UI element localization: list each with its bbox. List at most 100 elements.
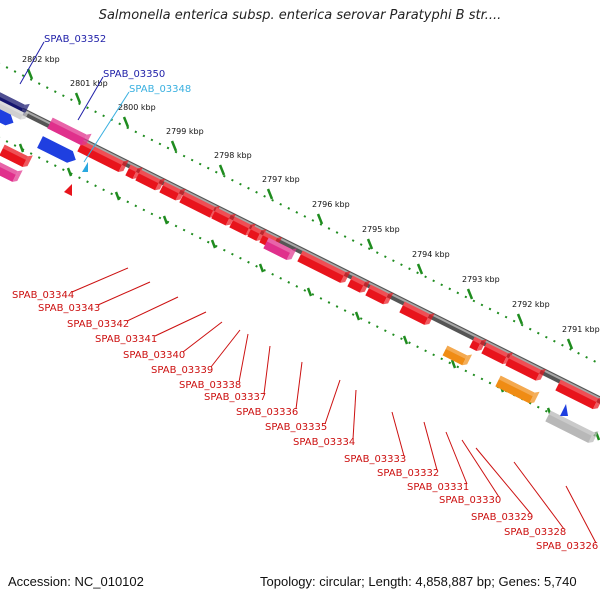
leader-line [19, 41, 45, 85]
gene-block-pink-side [286, 248, 297, 260]
gene-block-red-body [159, 181, 181, 201]
gene-arrow-blue [0, 106, 14, 126]
leader-line [475, 447, 532, 515]
gene-block-red [297, 250, 351, 283]
inner-major-tick [114, 191, 121, 201]
leader-line [565, 485, 597, 544]
gene-label: SPAB_03326 [536, 541, 598, 552]
gene-block-red-top [162, 181, 181, 194]
gene-block-orange-top [445, 345, 468, 359]
gene-block-pink [47, 117, 92, 146]
gene-block-grey [0, 96, 29, 120]
gene-block-red [469, 336, 487, 351]
leader-line [295, 361, 303, 410]
gene-block-pink-side [12, 170, 23, 182]
leader-line [77, 76, 104, 121]
gene-label: SPAB_03339 [151, 365, 213, 376]
gene-block-red [247, 225, 267, 241]
scale-label: 2796 kbp [312, 200, 350, 209]
gene-label: SPAB_03334 [293, 437, 355, 448]
gene-block-red-top [2, 144, 28, 161]
inner-major-tick [18, 143, 25, 153]
gene-label: SPAB_03328 [504, 527, 566, 538]
inner-major-tick [66, 167, 73, 177]
gene-block-red [399, 301, 435, 325]
leader-line [461, 439, 500, 498]
leader-line [513, 461, 565, 530]
gene-block-red-body [399, 301, 430, 325]
leader-line [324, 379, 341, 425]
gene-block-red-body [77, 140, 124, 172]
scale-label: 2802 kbp [22, 55, 60, 64]
gene-block-red-body [135, 169, 161, 191]
inner-major-tick [450, 359, 457, 369]
gene-block-red-body [179, 191, 216, 218]
leader-line [352, 389, 357, 440]
gene-block-red-top [214, 207, 231, 219]
inner-major-tick [258, 263, 265, 273]
gene-block-red-side [256, 229, 267, 241]
leader-line [210, 329, 241, 368]
scale-label: 2800 kbp [118, 103, 156, 112]
gene-block-red-side [535, 368, 547, 381]
gene-block-orange-side [462, 354, 473, 366]
outer-dotted-ring [0, 62, 600, 366]
gene-label: SPAB_03330 [439, 495, 501, 506]
gene-block-red-side [154, 178, 166, 191]
gene-block-red-body [125, 164, 138, 179]
backbone-highlight [0, 97, 600, 400]
scale-label: 2793 kbp [462, 275, 500, 284]
leader-line [83, 91, 130, 163]
gene-arrow-blue [37, 136, 76, 163]
gene-block-red-body [505, 354, 542, 381]
gene-block-pink-body [47, 117, 87, 146]
gene-block-red [211, 207, 236, 226]
inner-major-tick [354, 311, 361, 321]
gene-label: SPAB_03333 [344, 454, 406, 465]
gene-block-red-top [182, 191, 216, 211]
gene-block-red-body [0, 144, 28, 167]
gene-block-orange [495, 375, 540, 404]
gene-block-red [77, 140, 129, 172]
inner-major-tick [210, 239, 217, 249]
gene-block-orange-side [529, 391, 540, 404]
triangle-marker [560, 404, 568, 416]
gene-block-grey-body [545, 410, 594, 443]
gene-block-pink-top [266, 237, 292, 254]
gene-block-red-side [359, 281, 371, 293]
inner-major-tick [306, 287, 313, 297]
gene-label: SPAB_03337 [204, 392, 266, 403]
gene-block-red-side [118, 160, 129, 172]
gene-label: SPAB_03336 [236, 407, 298, 418]
leader-line [423, 421, 438, 471]
major-tick [416, 263, 424, 275]
gene-block-red-top [232, 216, 251, 229]
scale-label: 2797 kbp [262, 175, 300, 184]
gene-block-red [347, 275, 371, 293]
major-tick [316, 213, 324, 225]
gene-block-pink-body [263, 237, 292, 260]
gene-block-red-top [128, 164, 138, 172]
gene-block-pink-top [0, 158, 18, 175]
gene-label: SPAB_03344 [12, 290, 74, 301]
scale-label: 2795 kbp [362, 225, 400, 234]
gene-label: SPAB_03332 [377, 468, 439, 479]
gene-label: SPAB_03352 [44, 34, 106, 45]
triangle-marker [64, 184, 72, 196]
gene-block-red-top [508, 354, 542, 374]
gene-label: SPAB_03335 [265, 422, 327, 433]
gene-block-orange-top [498, 375, 535, 397]
gene-label: SPAB_03340 [123, 350, 185, 361]
accession-label: Accession: NC_010102 [8, 574, 144, 589]
gene-block-red-body [481, 342, 509, 365]
gene-block-grey-top [0, 96, 24, 116]
gene-arrow-blue-body [37, 136, 76, 163]
gene-block-red [505, 354, 547, 381]
gene-block-grey-top [548, 410, 594, 436]
leader-line [182, 321, 223, 353]
gene-block-red [555, 379, 600, 410]
major-tick [516, 313, 524, 325]
gene-block-red-side [424, 313, 435, 325]
gene-block-red-top [350, 275, 366, 286]
